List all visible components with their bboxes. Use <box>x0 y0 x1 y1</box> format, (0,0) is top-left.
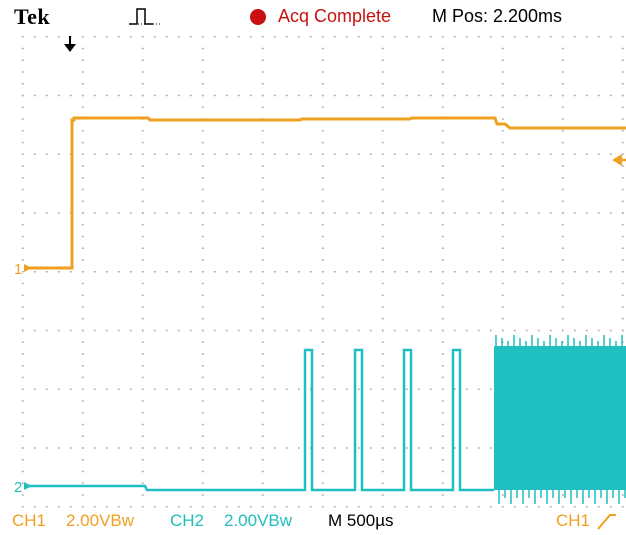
acquisition-status: Acq Complete <box>278 6 392 26</box>
ch2-ground-marker: 2 <box>14 479 32 496</box>
svg-text:2: 2 <box>14 479 22 496</box>
top-status-bar: Tek Acq Complete M Pos: 2.200ms <box>0 0 626 32</box>
ch2-trace <box>28 335 626 504</box>
ch1-ground-marker: 1 <box>14 261 32 278</box>
graticule: 1 2 <box>14 36 626 508</box>
ch1-trace <box>28 116 626 270</box>
pulse-trigger-icon <box>129 8 161 25</box>
brand-logo: Tek <box>14 4 51 29</box>
trigger-source: CH1 <box>556 511 591 530</box>
ch1-label: CH1 <box>12 511 47 530</box>
svg-text:1: 1 <box>14 261 22 278</box>
ch2-label: CH2 <box>170 511 205 530</box>
horizontal-position: M Pos: 2.200ms <box>432 6 563 26</box>
waveform-display: 1 2 <box>0 32 626 513</box>
trigger-position-arrow-icon <box>64 36 76 52</box>
trigger-level-arrow-icon <box>612 154 626 166</box>
timebase: M 500µs <box>328 511 394 530</box>
ch2-scale: 2.00VBw <box>224 511 293 530</box>
record-dot-icon <box>250 9 266 25</box>
ch1-scale: 2.00VBw <box>66 511 135 530</box>
bottom-status-bar: CH1 2.00VBw CH2 2.00VBw M 500µs CH1 <box>0 508 626 535</box>
rising-edge-icon <box>597 514 616 530</box>
